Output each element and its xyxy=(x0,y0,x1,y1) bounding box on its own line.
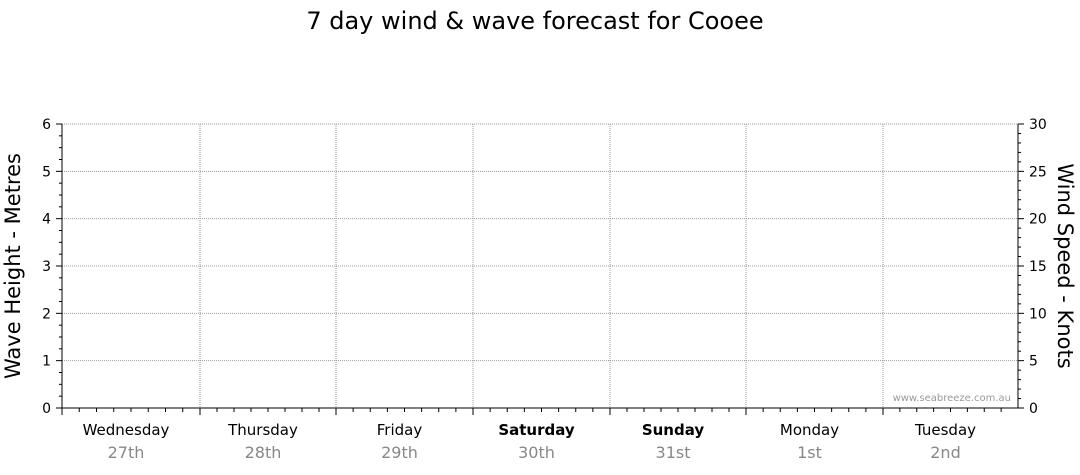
day-name-label: Friday xyxy=(377,421,423,439)
day-name-label: Wednesday xyxy=(83,421,170,439)
right-tick-label: 15 xyxy=(1029,259,1047,275)
right-tick-label: 5 xyxy=(1029,354,1038,370)
right-tick-label: 25 xyxy=(1029,164,1047,180)
left-tick-label: 1 xyxy=(42,354,51,370)
day-date-label: 1st xyxy=(797,443,822,462)
right-axis-ticks: 0 5 10 15 20 25 30 xyxy=(1029,117,1047,417)
day-name-label: Thursday xyxy=(227,421,298,439)
left-tick-label: 6 xyxy=(42,117,51,133)
right-tick-label: 0 xyxy=(1029,401,1038,417)
left-tick-label: 4 xyxy=(42,212,51,228)
day-date-label: 2nd xyxy=(930,443,960,462)
right-tick-label: 30 xyxy=(1029,117,1047,133)
day-date-label: 28th xyxy=(245,443,282,462)
axes xyxy=(56,123,1024,415)
left-tick-label: 3 xyxy=(42,259,51,275)
grid xyxy=(62,123,1018,408)
day-name-label: Monday xyxy=(780,421,839,439)
day-name-label: Tuesday xyxy=(914,421,976,439)
day-date-label: 31st xyxy=(656,443,691,462)
day-labels: Wednesday 27th Thursday 28th Friday 29th Satur… xyxy=(83,421,977,462)
watermark: www.seabreeze.com.au xyxy=(893,393,1011,404)
day-date-label: 27th xyxy=(108,443,145,462)
day-name-label: Saturday xyxy=(498,421,575,439)
right-tick-label: 10 xyxy=(1029,306,1047,322)
right-tick-label: 20 xyxy=(1029,212,1047,228)
left-tick-label: 0 xyxy=(42,401,51,417)
left-axis-title: Wave Height - Metres xyxy=(1,153,25,379)
chart-title: 7 day wind & wave forecast for Cooee xyxy=(306,7,763,35)
day-name-label: Sunday xyxy=(642,421,705,439)
right-axis-title: Wind Speed - Knots xyxy=(1053,163,1077,368)
left-tick-label: 2 xyxy=(42,306,51,322)
left-axis-ticks: 0 1 2 3 4 5 6 xyxy=(42,117,51,417)
day-date-label: 30th xyxy=(518,443,555,462)
left-tick-label: 5 xyxy=(42,164,51,180)
day-date-label: 29th xyxy=(381,443,418,462)
